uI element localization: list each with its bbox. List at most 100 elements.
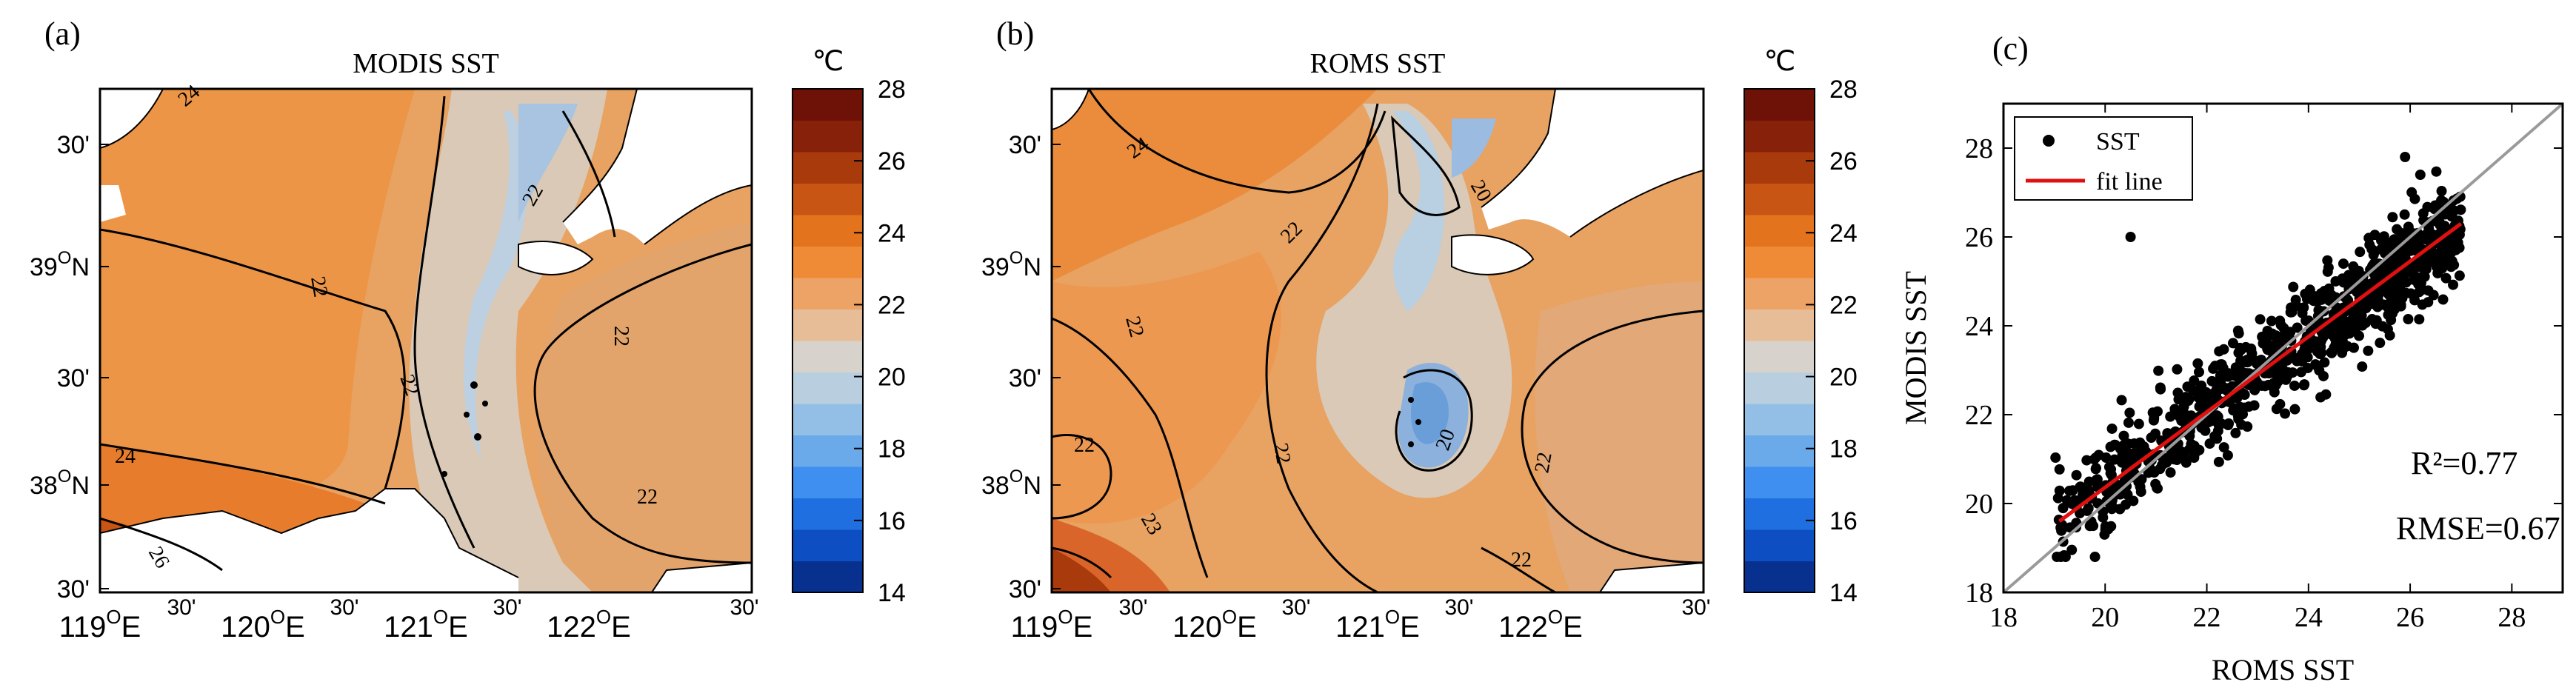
scatter-point [2260,381,2271,392]
y-tick-label: 24 [1965,311,1993,342]
panel-a-colorbar: 28 26 24 22 20 18 16 14 [792,76,906,607]
scatter-point [2323,287,2334,298]
contour-label: 22 [1269,441,1295,466]
scatter-point [2414,314,2425,325]
scatter-point [2397,292,2408,304]
scatter-point [2450,244,2461,255]
scatter-point [2301,293,2312,304]
scatter-point [2215,359,2226,370]
scatter-point [2204,438,2215,449]
scatter-point [2419,264,2430,275]
scatter-point [2230,427,2241,438]
scatter-point [2449,205,2460,216]
lon-label: 122OE [547,606,631,643]
scatter-point [2372,301,2383,312]
scatter-point [2288,281,2299,292]
scatter-point [2383,310,2394,321]
scatter-point [2436,186,2447,197]
scatter-point [2223,418,2235,429]
x-tick-label: 18 [1989,602,2018,633]
colorbar-swatch [793,278,863,310]
scatter-point [2326,347,2338,358]
colorbar-swatch [1744,215,1815,247]
scatter-point [2338,277,2349,288]
scatter-point [2409,262,2420,273]
scatter-point [2338,258,2349,270]
scatter-point [2060,552,2071,562]
scatter-point [2440,272,2452,284]
scatter-point [2196,380,2207,391]
contour-label: 22 [610,326,633,347]
colorbar-swatch [793,246,863,278]
panel-c-ticks: 18 20 22 24 26 28 18 20 22 24 26 28 [1965,104,2563,633]
panel-c-label: (c) [1992,30,2029,67]
colorbar-swatch [1744,466,1815,498]
scatter-point [2116,395,2127,406]
lat-label: 38ON [981,466,1041,500]
scatter-point [2337,347,2348,358]
colorbar-tick-label: 20 [878,364,906,392]
scatter-point [2106,423,2118,434]
scatter-point [2420,234,2432,245]
scatter-point [2058,503,2069,514]
lon-label: 120OE [221,606,305,643]
scatter-point [2347,307,2358,318]
colorbar-swatch [1744,246,1815,278]
scatter-point [2416,277,2427,288]
scatter-point [2218,344,2229,355]
scatter-point [2242,421,2253,432]
scatter-point [2206,375,2218,387]
contour-label: 22 [637,486,658,509]
scatter-point [2403,313,2414,324]
fit-line [2058,221,2463,524]
colorbar-tick-label: 28 [1829,76,1858,104]
panel-a-map: (a) MODIS SST [30,16,906,643]
stat-r2: R²=0.77 [2411,445,2517,481]
scatter-point [2185,412,2196,423]
scatter-point [2195,399,2206,410]
panel-a-title: MODIS SST [353,48,498,79]
scatter-point [2266,315,2277,327]
scatter-point [2153,365,2164,376]
scatter-point [2375,235,2386,246]
scatter-point [2098,512,2109,523]
lat-label: 39ON [30,248,90,281]
legend-entry: SST [2096,128,2140,155]
scatter-point [2106,504,2118,515]
colorbar-tick-label: 18 [1829,435,1858,464]
scatter-point [2233,413,2244,424]
scatter-point [2392,224,2403,235]
scatter-point [2425,256,2436,267]
scatter-point [2355,247,2366,258]
colorbar-swatch [1744,89,1815,121]
scatter-point [2377,321,2388,332]
scatter-point [2431,166,2442,177]
scatter-point [2375,338,2386,349]
scatter-point [2316,294,2327,305]
scatter-point [2415,170,2426,180]
scatter-point [2172,364,2183,375]
colorbar-swatch [793,561,863,593]
scatter-point [2449,259,2460,270]
scatter-point [2295,367,2306,378]
scatter-point [2363,233,2375,244]
scatter-point [2173,394,2184,405]
scatter-point [2170,445,2181,456]
colorbar-swatch [793,215,863,247]
y-axis-label: MODIS SST [1899,271,1932,425]
scatter-point [2360,318,2371,329]
scatter-point [2454,270,2465,281]
scatter-point [2330,275,2341,287]
scatter-point [2118,440,2129,451]
scatter-point [2152,406,2163,417]
y-tick-label: 26 [1965,222,1993,253]
scatter-point [2123,417,2134,428]
colorbar-swatch [793,372,863,404]
y-tick-label: 20 [1965,489,1993,520]
scatter-point [2299,379,2310,390]
panel-c-scatter: (c) 18 20 22 24 26 28 18 20 22 24 26 28 ROMS SST MO… [1899,30,2564,686]
colorbar-tick-label: 14 [878,579,906,607]
scatter-point [2148,415,2159,426]
scatter-point [2050,452,2061,464]
scatter-point [2054,464,2065,475]
